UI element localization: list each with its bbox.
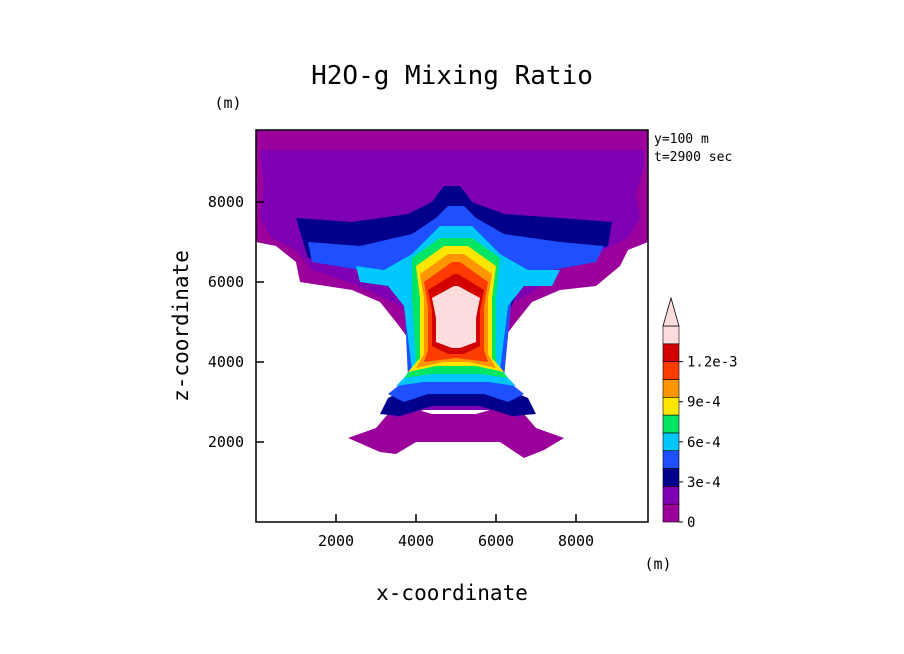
colorbar-segment [662, 343, 680, 362]
colorbar: 0 3e-4 6e-4 9e-4 1.2e-3 [662, 296, 738, 531]
x-tick-label: 6000 [478, 532, 514, 550]
plot-area: 2000 4000 6000 8000 2000 4000 6000 8000 [208, 129, 649, 550]
annotation-line-1: y=100 m [654, 132, 709, 147]
y-tick-label: 6000 [208, 273, 244, 291]
contour-band-11 [432, 286, 480, 348]
colorbar-segment [662, 432, 680, 452]
x-unit-label: (m) [644, 555, 671, 573]
colorbar-label: 3e-4 [687, 475, 721, 491]
colorbar-label: 1.2e-3 [687, 355, 738, 371]
x-axis-label: x-coordinate [376, 581, 528, 605]
colorbar-segment [662, 379, 680, 398]
colorbar-segment [662, 396, 680, 416]
colorbar-segment [662, 468, 680, 487]
colorbar-label: 6e-4 [687, 435, 721, 451]
y-tick-label: 4000 [208, 353, 244, 371]
colorbar-label: 9e-4 [687, 395, 721, 411]
colorbar-segment [662, 414, 680, 434]
annotation-line-2: t=2900 sec [654, 150, 732, 165]
colorbar-segment [662, 486, 680, 505]
y-unit-label: (m) [214, 94, 241, 112]
chart-title: H2O-g Mixing Ratio [311, 61, 593, 91]
contour-band-1-lobe [348, 406, 564, 458]
x-tick-label: 4000 [398, 532, 434, 550]
contour-fill-layer [256, 130, 648, 458]
colorbar-segment [662, 503, 680, 523]
colorbar-segment [662, 361, 680, 380]
y-axis-label: z-coordinate [169, 250, 193, 402]
colorbar-extend-triangle [662, 296, 680, 327]
x-tick-label: 8000 [558, 532, 594, 550]
y-tick-label: 2000 [208, 433, 244, 451]
colorbar-segment [662, 450, 680, 469]
y-tick-label: 8000 [208, 193, 244, 211]
plot-frame [255, 129, 649, 523]
y-axis-ticks: 2000 4000 6000 8000 [208, 193, 264, 451]
colorbar-label: 0 [687, 515, 695, 531]
colorbar-segment [662, 325, 680, 345]
x-axis-ticks: 2000 4000 6000 8000 [318, 514, 594, 550]
x-tick-label: 2000 [318, 532, 354, 550]
